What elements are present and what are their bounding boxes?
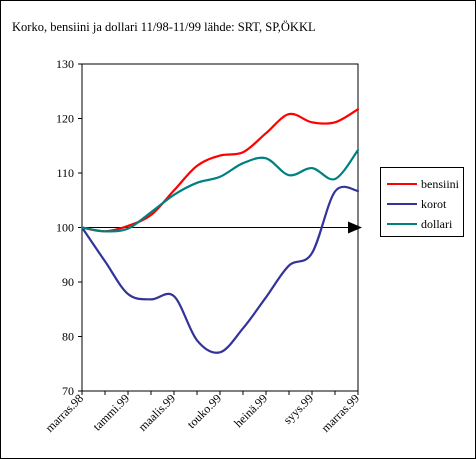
legend: bensiini korot dollari — [380, 167, 464, 237]
y-tick-label: 110 — [56, 166, 74, 180]
arrow-head — [348, 221, 362, 234]
legend-item-korot: korot — [387, 196, 446, 212]
series-line-dollari — [80, 149, 360, 233]
y-tick-label: 80 — [62, 330, 74, 344]
y-tick-label: 90 — [62, 275, 74, 289]
legend-item-bensiini: bensiini — [387, 176, 459, 192]
y-tick-label: 120 — [56, 112, 74, 126]
legend-swatch-bensiini — [387, 183, 417, 185]
x-tick-label: maalis.99 — [135, 391, 178, 434]
x-tick-label: heinä.99 — [231, 391, 270, 430]
y-axis: 70 80 90 100 110 120 130 — [56, 57, 82, 398]
legend-item-dollari: dollari — [387, 216, 452, 232]
legend-swatch-korot — [387, 203, 417, 205]
legend-label-dollari: dollari — [421, 216, 453, 231]
y-tick-label: 100 — [56, 221, 74, 235]
series-group — [80, 108, 360, 354]
chart-title: Korko, bensiini ja dollari 11/98-11/99 l… — [12, 20, 316, 34]
x-tick-label: touko.99 — [184, 391, 224, 431]
x-tick-label: syys.99 — [281, 391, 317, 427]
legend-label-bensiini: bensiini — [421, 176, 459, 191]
x-axis: marras.98 tammi.99 maalis.99 touko.99 heinä.… — [43, 391, 363, 435]
series-line-korot — [80, 185, 360, 354]
baseline-arrow — [82, 221, 362, 234]
x-tick-label: marras.99 — [319, 391, 363, 435]
legend-swatch-dollari — [387, 223, 417, 225]
series-line-bensiini — [80, 108, 360, 233]
legend-label-korot: korot — [421, 196, 447, 211]
y-tick-label: 70 — [62, 384, 74, 398]
y-tick-label: 130 — [56, 57, 74, 71]
x-tick-label: tammi.99 — [90, 391, 132, 433]
